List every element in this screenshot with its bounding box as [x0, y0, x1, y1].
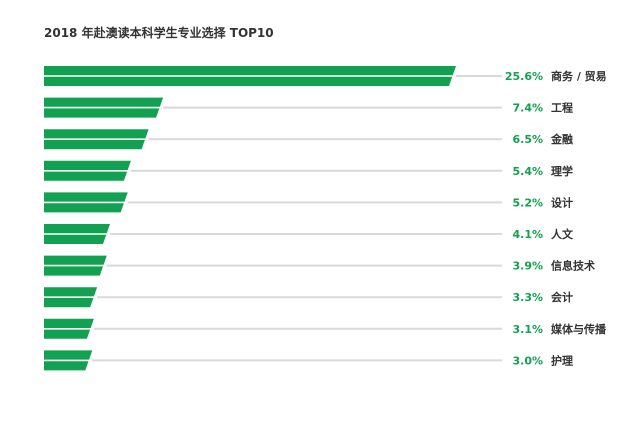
value-label: 3.1%	[512, 323, 543, 336]
category-label: 理学	[551, 164, 573, 178]
category-label: 设计	[551, 195, 573, 209]
value-label: 6.5%	[512, 133, 543, 146]
category-label: 金融	[550, 132, 573, 146]
category-label: 信息技术	[551, 259, 595, 273]
category-label: 人文	[551, 227, 574, 241]
value-label: 3.0%	[512, 354, 543, 367]
category-label: 媒体与传播	[550, 322, 607, 336]
category-label: 工程	[551, 101, 573, 115]
category-label: 护理	[551, 353, 573, 367]
category-label: 商务 / 贸易	[551, 69, 607, 83]
value-label: 5.2%	[512, 196, 543, 209]
value-label: 3.3%	[512, 291, 543, 304]
chart-title: 2018 年赴澳读本科学生专业选择 TOP10	[44, 26, 274, 40]
value-label: 5.4%	[512, 165, 543, 178]
value-label: 25.6%	[505, 70, 543, 83]
value-label: 4.1%	[512, 228, 543, 241]
value-label: 7.4%	[512, 102, 543, 115]
category-label: 会计	[551, 290, 573, 304]
value-label: 3.9%	[512, 260, 543, 273]
